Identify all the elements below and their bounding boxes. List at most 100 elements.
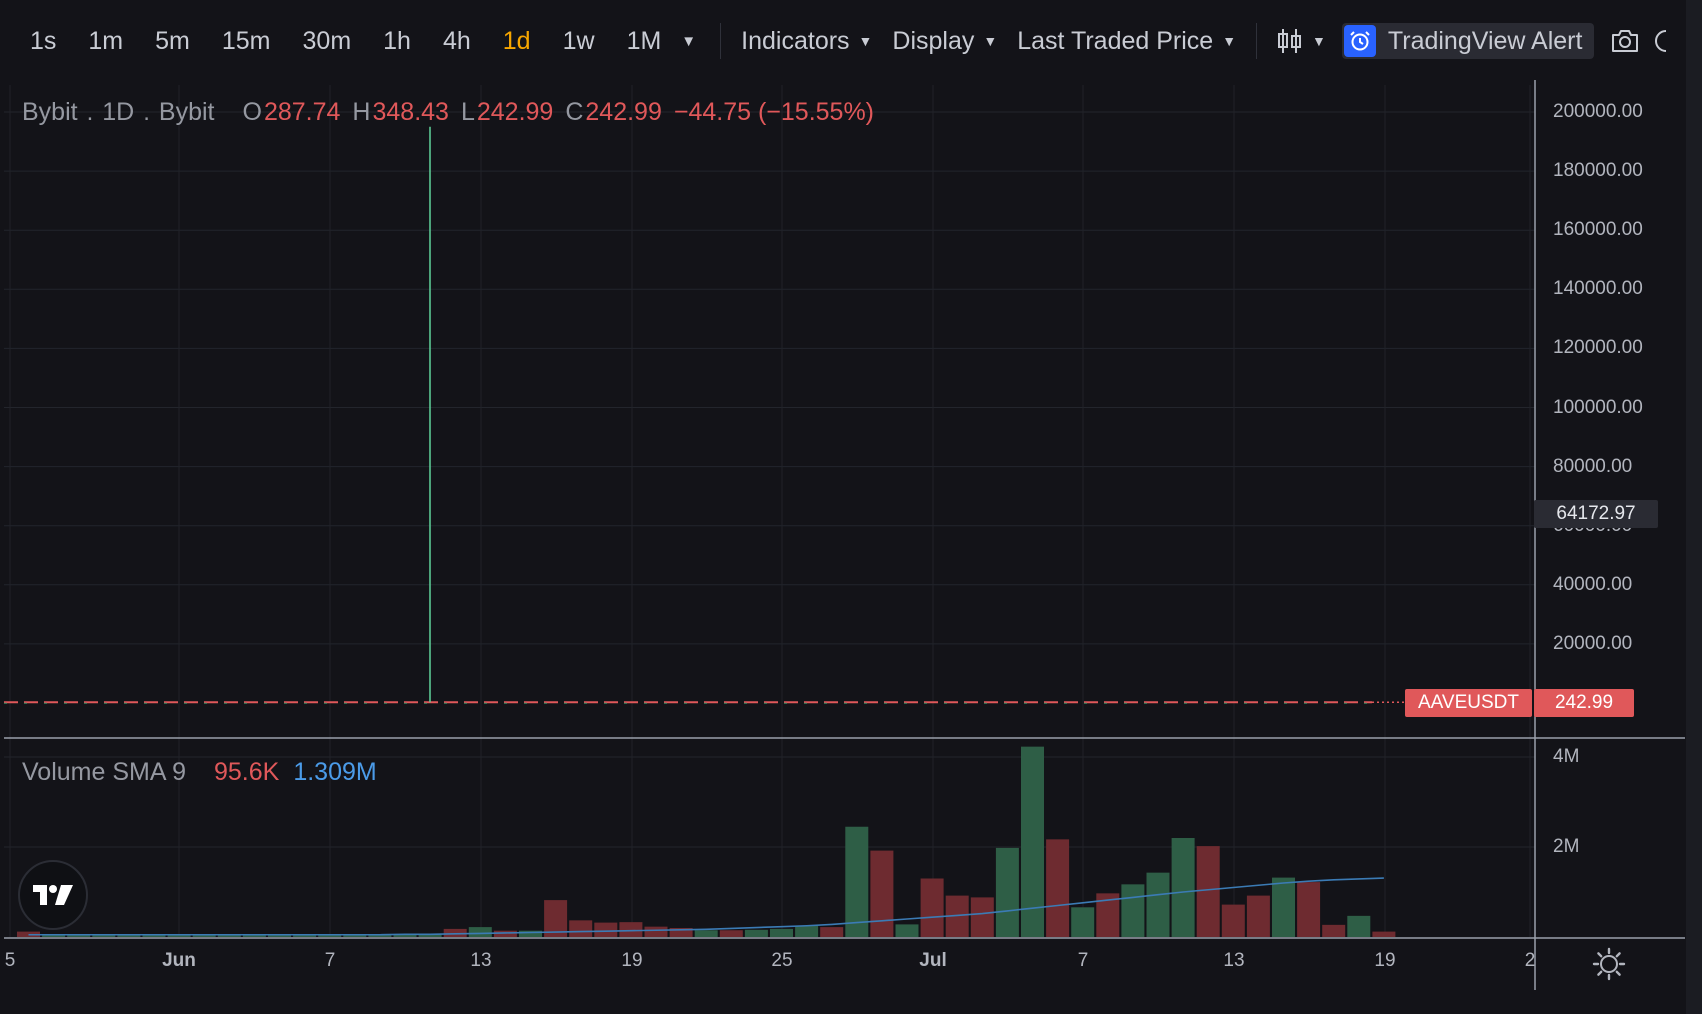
legend-low: 242.99 xyxy=(476,98,554,126)
candlestick-icon xyxy=(1277,27,1303,55)
volume-bar xyxy=(1071,907,1095,937)
volume-bar xyxy=(1171,838,1195,937)
price-axis-label: 80000.00 xyxy=(1553,455,1633,477)
volume-bar xyxy=(1272,877,1295,937)
indicators-label: Indicators xyxy=(741,26,850,55)
volume-bar xyxy=(1121,884,1145,937)
legend-high: 348.43 xyxy=(372,98,449,126)
volume-bar xyxy=(142,934,166,937)
volume-bar xyxy=(694,930,718,937)
price-type-label: Last Traded Price xyxy=(1017,26,1214,55)
legend-exchange: Bybit xyxy=(158,98,215,126)
volume-bar xyxy=(393,934,417,937)
volume-bars xyxy=(17,746,1396,937)
price-axis-label: 120000.00 xyxy=(1553,337,1643,359)
camera-icon[interactable] xyxy=(1610,28,1640,54)
volume-bar xyxy=(820,927,844,937)
timeframe-1m[interactable]: 1m xyxy=(88,26,124,55)
volume-bar xyxy=(719,930,743,937)
chart-type-menu[interactable]: ▼ xyxy=(1267,27,1336,55)
display-menu[interactable]: Display ▼ xyxy=(882,27,1007,56)
volume-axis-label: 4M xyxy=(1553,746,1580,767)
time-axis-label: 2 xyxy=(1524,950,1536,971)
legend-change: −44.75 (−15.55%) xyxy=(673,98,875,126)
volume-bar xyxy=(167,934,191,937)
chevron-down-icon: ▼ xyxy=(983,33,998,49)
price-axis-label: 160000.00 xyxy=(1553,219,1643,241)
chart-grid xyxy=(4,85,1535,937)
chevron-down-icon[interactable]: ▼ xyxy=(681,32,697,50)
chevron-down-icon: ▼ xyxy=(1222,33,1237,49)
volume-bar xyxy=(995,847,1019,937)
timeframe-1M[interactable]: 1M xyxy=(626,26,662,55)
volume-bar xyxy=(1146,872,1170,937)
volume-bar xyxy=(1322,924,1346,937)
indicators-menu[interactable]: Indicators ▼ xyxy=(731,27,882,56)
legend-close: 242.99 xyxy=(585,98,662,126)
price-axis-label: 180000.00 xyxy=(1553,160,1643,182)
legend-interval: 1D xyxy=(102,98,135,126)
time-axis-label: 13 xyxy=(470,950,492,971)
last-price-tag: 242.99 xyxy=(1534,689,1634,717)
volume-bar xyxy=(217,934,241,937)
volume-bar xyxy=(895,924,919,937)
volume-bar xyxy=(242,934,266,937)
scrollbar-track xyxy=(1686,0,1702,1014)
fullscreen-icon[interactable] xyxy=(1654,27,1668,55)
timeframe-1h[interactable]: 1h xyxy=(383,26,411,55)
legend-symbol[interactable]: Bybit xyxy=(22,98,78,126)
symbol-tag: AAVEUSDT xyxy=(1405,689,1532,717)
ohlc-legend: Bybit . 1D . Bybit O 287.74 H 348.43 L 2… xyxy=(22,98,874,127)
price-axis-label: 20000.00 xyxy=(1553,632,1633,654)
timeframe-30m[interactable]: 30m xyxy=(302,26,352,55)
volume-bar xyxy=(644,926,668,937)
time-axis-label: 7 xyxy=(1077,950,1089,971)
timeframe-1d[interactable]: 1d xyxy=(502,26,531,55)
volume-bar xyxy=(569,920,593,937)
tradingview-alert-button[interactable]: TradingView Alert xyxy=(1341,23,1595,59)
timeframe-1w[interactable]: 1w xyxy=(562,26,595,55)
legend-dot: . xyxy=(143,98,150,126)
chevron-down-icon: ▼ xyxy=(1312,33,1326,49)
time-axis-label: 7 xyxy=(324,950,336,971)
timeframe-1s[interactable]: 1s xyxy=(30,26,57,55)
volume-bar xyxy=(1372,931,1396,937)
volume-bar xyxy=(619,922,643,937)
timeframe-4h[interactable]: 4h xyxy=(442,26,471,55)
volume-bar xyxy=(1297,882,1321,937)
volume-legend-name: Volume SMA 9 xyxy=(22,758,186,786)
volume-bar xyxy=(343,934,367,937)
timeframe-15m[interactable]: 15m xyxy=(221,26,271,55)
volume-bar xyxy=(1096,893,1120,937)
tradingview-logo[interactable] xyxy=(18,860,88,930)
volume-bar xyxy=(1347,915,1371,937)
volume-bar xyxy=(544,900,568,937)
volume-bar xyxy=(468,927,492,937)
volume-bar xyxy=(970,897,994,937)
top-toolbar: 1s 1m 5m 15m 30m 1h 4h 1d 1w 1M ▼ Indica… xyxy=(0,0,1702,82)
volume-bar xyxy=(770,928,793,937)
legend-close-key: C xyxy=(565,98,584,126)
price-type-menu[interactable]: Last Traded Price ▼ xyxy=(1007,27,1246,56)
volume-bar xyxy=(1021,746,1044,937)
settings-gear-icon[interactable] xyxy=(1592,947,1626,981)
price-line xyxy=(4,126,1405,704)
display-label: Display xyxy=(892,26,975,55)
sma-9-line xyxy=(28,877,1384,936)
volume-bar xyxy=(945,895,969,937)
volume-bar xyxy=(368,934,392,937)
volume-bar xyxy=(920,878,944,937)
chart-axes xyxy=(4,0,1702,1014)
volume-legend[interactable]: Volume SMA 9 95.6K 1.309M xyxy=(22,758,377,787)
sma-line xyxy=(28,877,1384,936)
time-axis-label: 13 xyxy=(1223,950,1245,971)
price-axis-label: 140000.00 xyxy=(1553,278,1643,300)
price-axis-label: 40000.00 xyxy=(1553,573,1633,595)
timeframe-5m[interactable]: 5m xyxy=(155,26,190,55)
volume-value: 95.6K xyxy=(213,758,280,786)
volume-bar xyxy=(67,934,91,937)
volume-bar xyxy=(192,934,216,937)
volume-bar xyxy=(42,934,66,937)
legend-low-key: L xyxy=(460,98,475,126)
